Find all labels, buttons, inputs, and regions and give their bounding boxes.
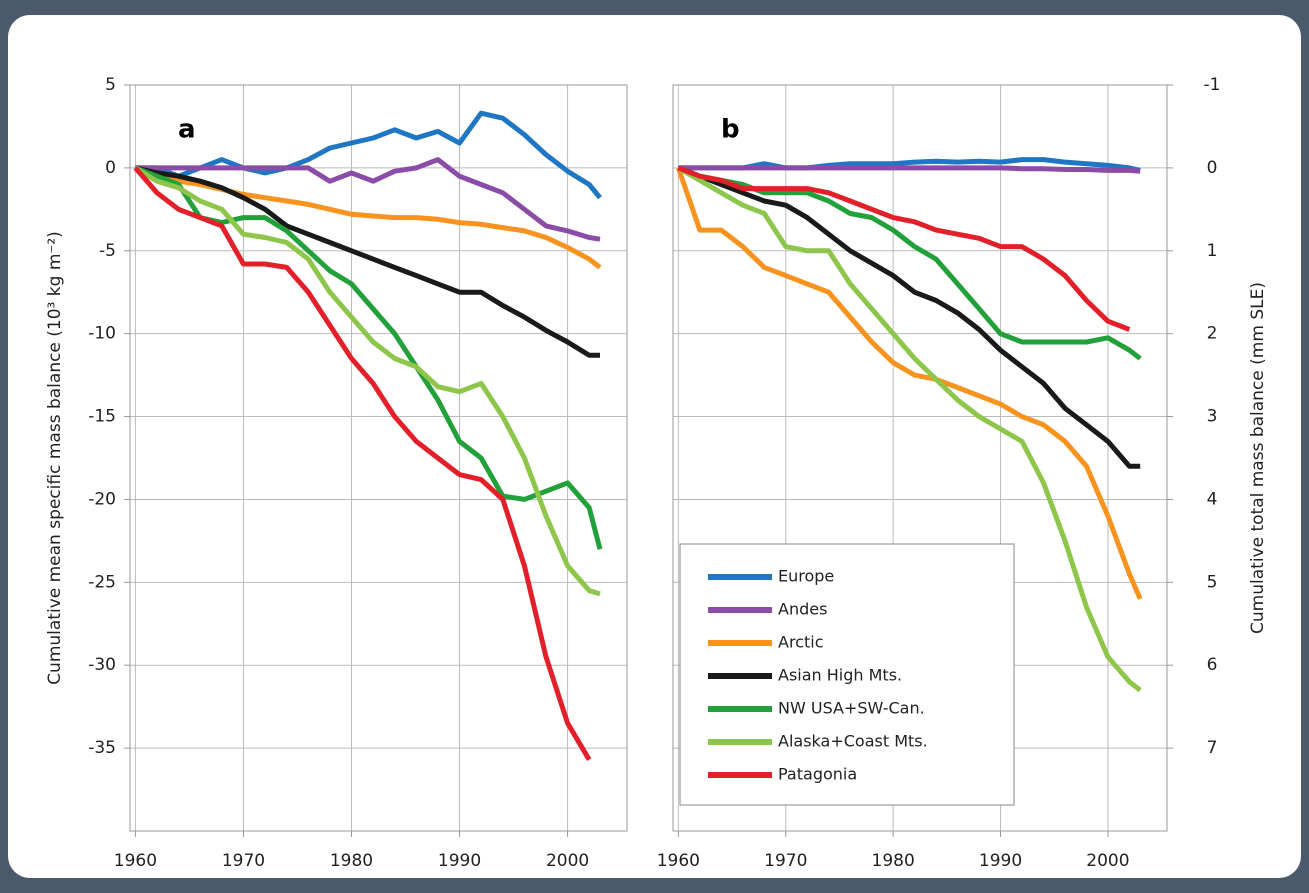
y-tick-label: 6: [1207, 655, 1218, 675]
y-tick-label: 3: [1207, 407, 1218, 427]
panel-label: a: [178, 115, 196, 145]
y-tick-label: -5: [99, 241, 116, 261]
series-line: [135, 157, 601, 242]
legend-label: Alaska+Coast Mts.: [778, 732, 928, 751]
legend-label: Europe: [778, 567, 834, 586]
y-tick-label: 1: [1207, 241, 1218, 261]
series-line: [677, 165, 1142, 693]
x-tick-label: 2000: [1086, 851, 1129, 871]
y-axis-label: Cumulative total mass balance (mm SLE): [1248, 282, 1268, 634]
y-tick-label: -1: [1204, 75, 1221, 95]
x-tick-label: 1960: [657, 851, 700, 871]
y-tick-label: -35: [88, 738, 116, 758]
plot-frame: [129, 84, 628, 832]
x-tick-label: 1970: [222, 851, 265, 871]
y-tick-label: 4: [1207, 489, 1218, 509]
y-tick-label: 0: [105, 158, 116, 178]
legend-label: Patagonia: [778, 765, 857, 784]
y-tick-label: 2: [1207, 324, 1218, 344]
legend-label: NW USA+SW-Can.: [778, 699, 925, 718]
series-line: [676, 167, 1143, 600]
x-tick-label: 1960: [114, 851, 157, 871]
legend-label: Arctic: [778, 633, 823, 652]
y-tick-label: 7: [1207, 738, 1218, 758]
series-line: [678, 157, 1141, 173]
y-tick-label: -25: [88, 572, 116, 592]
y-tick-label: -10: [88, 324, 116, 344]
plot-frame: [672, 84, 1168, 832]
x-tick-label: 2000: [546, 851, 589, 871]
x-tick-label: 1990: [979, 851, 1022, 871]
x-tick-label: 1990: [438, 851, 481, 871]
x-tick-label: 1970: [764, 851, 807, 871]
x-tick-label: 1980: [872, 851, 915, 871]
series-line: [134, 165, 601, 597]
y-tick-label: 5: [1207, 572, 1218, 592]
y-tick-label: -20: [88, 489, 116, 509]
series-line: [677, 165, 1141, 469]
series-line: [134, 165, 603, 550]
y-tick-label: 5: [105, 75, 116, 95]
panel-label: b: [721, 115, 740, 145]
y-tick-label: -15: [88, 407, 116, 427]
y-tick-label: -30: [88, 655, 116, 675]
y-axis-label: Cumulative mean specific mass balance (1…: [45, 231, 65, 685]
series-line: [133, 166, 592, 761]
series-line: [678, 165, 1141, 174]
y-tick-label: 0: [1207, 158, 1218, 178]
series-line: [677, 165, 1131, 332]
series-line: [135, 110, 602, 200]
series-line: [134, 165, 600, 358]
x-tick-label: 1980: [330, 851, 373, 871]
legend-label: Andes: [778, 600, 827, 619]
legend-label: Asian High Mts.: [778, 666, 902, 685]
